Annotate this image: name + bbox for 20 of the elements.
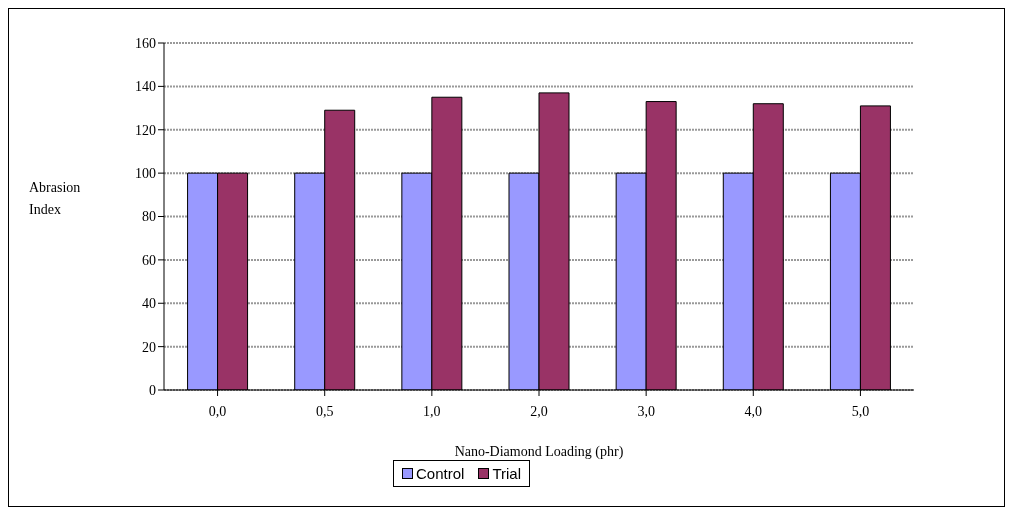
- y-axis-title: Abrasion Index: [29, 179, 81, 217]
- y-tick-label: 40: [142, 296, 156, 312]
- legend-label: Control: [415, 465, 465, 482]
- y-tick-label: 140: [135, 79, 156, 95]
- x-tick-label: 0,0: [208, 403, 227, 419]
- x-tick-label: 2,0: [530, 403, 548, 419]
- x-tick-label: 5,0: [851, 403, 870, 419]
- y-tick-label: 0: [149, 382, 156, 398]
- y-tick-label: 60: [142, 252, 156, 268]
- y-tick-label: 100: [135, 166, 156, 182]
- y-tick-label: 160: [135, 35, 156, 51]
- x-axis-title: Nano-Diamond Loading (phr): [454, 444, 624, 460]
- y-tick-label: 120: [135, 122, 156, 138]
- y-tick-label: 80: [142, 209, 156, 225]
- y-tick-label: 20: [142, 339, 156, 355]
- legend-label: Trial: [491, 465, 521, 482]
- x-tick-label: 4,0: [744, 403, 763, 419]
- x-tick-label: 3,0: [637, 403, 655, 419]
- x-tick-label: 1,0: [423, 403, 441, 419]
- x-tick-label: 0,5: [315, 403, 334, 419]
